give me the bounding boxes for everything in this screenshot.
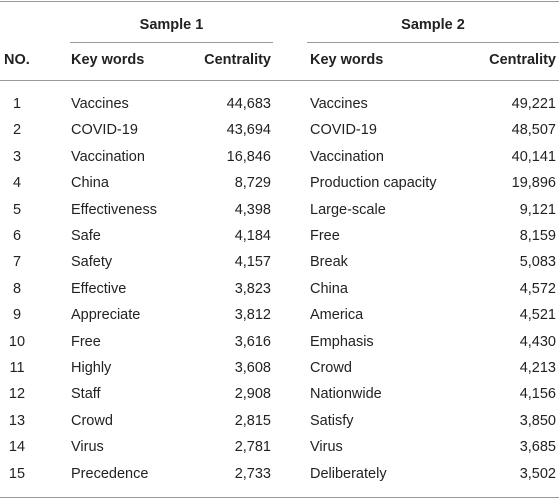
cell: 4,213 <box>519 360 556 376</box>
cell: Safe <box>71 228 101 244</box>
cell: 9,121 <box>519 201 556 218</box>
cell: Vaccines <box>310 96 368 112</box>
cell: Deliberately <box>310 465 387 482</box>
cell: Virus <box>71 439 104 456</box>
rule <box>0 1 559 2</box>
cell: Precedence <box>71 465 149 482</box>
cell: Staff <box>71 386 101 403</box>
column-header: Key words <box>71 52 145 68</box>
column-header: Centrality <box>204 52 271 68</box>
group-header: Sample 2 <box>401 17 465 33</box>
cell: 5,083 <box>519 254 556 271</box>
cell: Appreciate <box>71 307 141 324</box>
cell: 12 <box>8 386 26 403</box>
cell: 3,616 <box>234 333 271 350</box>
cell: Vaccination <box>310 148 384 165</box>
cell: 4,398 <box>234 201 271 218</box>
cell: Virus <box>310 439 343 456</box>
cell: 15 <box>8 465 26 482</box>
cell: 8,159 <box>519 228 556 244</box>
cell: 6 <box>12 228 22 244</box>
cell: 3,812 <box>234 307 271 324</box>
rule <box>0 497 559 498</box>
cell: Free <box>310 228 340 244</box>
cell: 19,896 <box>511 175 556 192</box>
rule <box>307 42 559 43</box>
cell: Crowd <box>71 412 113 429</box>
cell: America <box>310 307 364 324</box>
cell: 8 <box>12 280 22 297</box>
cell: Large-scale <box>310 201 386 218</box>
cell: Production capacity <box>310 175 437 192</box>
cell: 3,685 <box>519 439 556 456</box>
column-header: Centrality <box>489 52 556 68</box>
cell: Vaccines <box>71 96 129 112</box>
cell: Effectiveness <box>71 201 157 218</box>
cell: Emphasis <box>310 333 374 350</box>
cell: Free <box>71 333 101 350</box>
cell: 4,521 <box>519 307 556 324</box>
cell: 13 <box>8 412 26 429</box>
cell: Effective <box>71 280 127 297</box>
cell: 2,733 <box>234 465 271 482</box>
cell: 3,823 <box>234 280 271 297</box>
cell: 2,781 <box>234 439 271 456</box>
group-header: Sample 1 <box>139 17 204 33</box>
cell: 3 <box>12 148 22 165</box>
cell: 7 <box>12 254 22 271</box>
cell: COVID-19 <box>71 122 138 139</box>
column-header: Key words <box>310 52 384 68</box>
cell: China <box>310 280 348 297</box>
rule <box>70 42 273 43</box>
cell: COVID-19 <box>310 122 377 139</box>
cell: Crowd <box>310 360 352 376</box>
cell: 4,184 <box>234 228 271 244</box>
cell: 40,141 <box>511 148 556 165</box>
cell: 3,850 <box>519 412 556 429</box>
cell: Break <box>310 254 348 271</box>
cell: China <box>71 175 109 192</box>
cell: 49,221 <box>511 96 556 112</box>
cell: 14 <box>8 439 26 456</box>
cell: 3,608 <box>234 360 271 376</box>
cell: 16,846 <box>226 148 271 165</box>
cell: 4,572 <box>519 280 556 297</box>
cell: 43,694 <box>226 122 271 139</box>
cell: 10 <box>8 333 26 350</box>
cell: Vaccination <box>71 148 145 165</box>
cell: 2,815 <box>234 412 271 429</box>
cell: Highly <box>71 360 112 376</box>
column-header: NO. <box>4 52 30 68</box>
cell: 5 <box>12 201 22 218</box>
cell: 44,683 <box>226 96 271 112</box>
cell: 4,430 <box>519 333 556 350</box>
cell: Safety <box>71 254 113 271</box>
cell: 2,908 <box>234 386 271 403</box>
cell: 4,157 <box>234 254 271 271</box>
cell: 2 <box>12 122 22 139</box>
rule <box>0 80 559 81</box>
cell: 4,156 <box>519 386 556 403</box>
cell: 3,502 <box>519 465 556 482</box>
cell: Satisfy <box>310 412 354 429</box>
cell: 48,507 <box>511 122 556 139</box>
cell: 11 <box>9 360 25 376</box>
cell: 4 <box>12 175 22 192</box>
cell: 1 <box>12 96 22 112</box>
cell: 8,729 <box>234 175 271 192</box>
cell: Nationwide <box>310 386 382 403</box>
cell: 9 <box>12 307 22 324</box>
